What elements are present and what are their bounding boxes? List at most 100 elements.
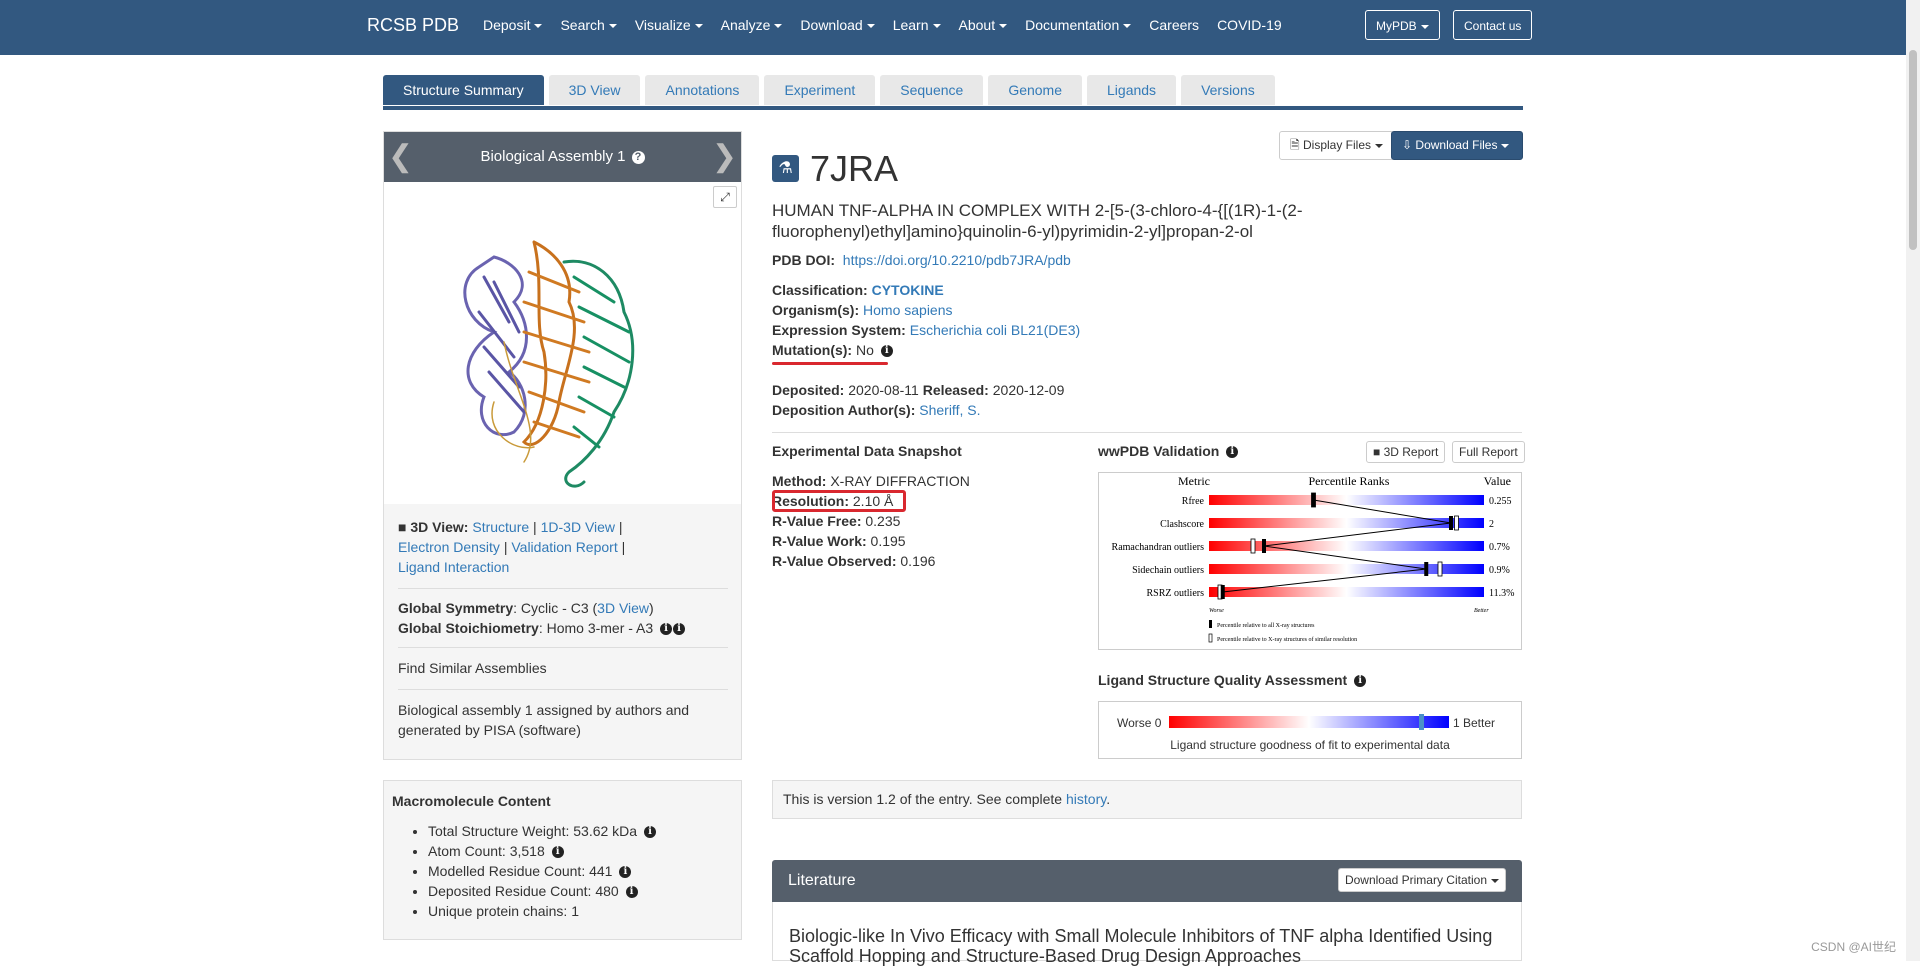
highlight-underline <box>772 362 888 365</box>
display-files-button[interactable]: 🗎 Display Files <box>1279 131 1395 160</box>
info-icon[interactable]: i <box>1226 446 1239 459</box>
caret-down-icon <box>1491 878 1499 883</box>
divider <box>398 647 728 648</box>
nav-covid19[interactable]: COVID-19 <box>1217 17 1282 33</box>
metric-label: Clashscore <box>1160 519 1204 530</box>
brand-logo[interactable]: RCSB PDB <box>367 15 460 35</box>
metric-value: 0.9% <box>1489 565 1510 576</box>
list-item: Modelled Residue Count: 441 i <box>428 861 656 881</box>
header-metric: Metric <box>1178 474 1210 488</box>
structure-link[interactable]: Structure <box>472 519 530 535</box>
1d-3d-view-link[interactable]: 1D-3D View <box>540 519 616 535</box>
previous-assembly-icon[interactable]: ❮ <box>388 140 414 173</box>
resolution-row: Resolution: 2.10 Å <box>772 493 894 509</box>
metric-value: 11.3% <box>1489 588 1514 599</box>
info-icon[interactable]: i <box>625 886 638 899</box>
doi-row: PDB DOI: https://doi.org/10.2210/pdb7JRA… <box>772 252 1071 268</box>
lq-score-marker <box>1419 714 1424 730</box>
caret-down-icon <box>1123 24 1132 29</box>
tab-3d-view[interactable]: 3D View <box>548 75 641 105</box>
scrollbar-thumb[interactable] <box>1909 50 1917 250</box>
caret-down-icon <box>608 24 617 29</box>
mypdb-button[interactable]: MyPDB <box>1365 10 1440 40</box>
nav-deposit[interactable]: Deposit <box>483 17 543 33</box>
tab-genome[interactable]: Genome <box>988 75 1083 105</box>
percentile-bar <box>1209 587 1484 597</box>
experimental-snapshot-title: Experimental Data Snapshot <box>772 443 962 459</box>
next-assembly-icon[interactable]: ❯ <box>711 140 737 173</box>
info-icon[interactable]: i <box>673 623 686 636</box>
caret-down-icon <box>1375 143 1384 148</box>
contact-us-button[interactable]: Contact us <box>1453 10 1533 40</box>
assembly-header: ❮ Biological Assembly 1? ❯ <box>384 132 741 182</box>
nav-download[interactable]: Download <box>800 17 875 33</box>
list-item: Total Structure Weight: 53.62 kDa i <box>428 821 656 841</box>
file-icon: 🗎 <box>1290 138 1300 152</box>
validation-report-link[interactable]: Validation Report <box>511 539 618 555</box>
info-icon[interactable]: i <box>1354 675 1367 688</box>
structure-image[interactable]: ⤢ <box>384 182 741 504</box>
electron-density-link[interactable]: Electron Density <box>398 539 500 555</box>
list-item: Deposited Residue Count: 480 i <box>428 881 656 901</box>
protein-ribbon-image <box>463 240 635 488</box>
nav-about[interactable]: About <box>959 17 1008 33</box>
lq-worse-label: Worse 0 <box>1117 716 1162 730</box>
classification-link[interactable]: CYTOKINE <box>871 282 944 298</box>
rfree-row: R-Value Free: 0.235 <box>772 513 901 529</box>
expression-system-link[interactable]: Escherichia coli BL21(DE3) <box>909 322 1081 338</box>
page-title: 7JRA <box>810 148 899 189</box>
structure-tabs: Structure Summary 3D View Annotations Ex… <box>383 75 1280 105</box>
expand-icon[interactable]: ⤢ <box>713 186 737 208</box>
organism-link[interactable]: Homo sapiens <box>863 302 953 318</box>
version-notice: This is version 1.2 of the entry. See co… <box>772 780 1522 819</box>
ligand-interaction-link[interactable]: Ligand Interaction <box>398 559 510 575</box>
highlight-box <box>772 490 906 512</box>
page-scrollbar[interactable] <box>1906 0 1920 961</box>
download-citation-button[interactable]: Download Primary Citation <box>1337 868 1506 892</box>
citation-title[interactable]: Biologic-like In Vivo Efficacy with Smal… <box>789 926 1493 966</box>
info-icon[interactable]: i <box>660 623 673 636</box>
validation-slider-graphic[interactable]: Metric Percentile Ranks Value Rfree 0.255… <box>1098 472 1522 650</box>
list-item: Unique protein chains: 1 <box>428 901 656 921</box>
info-icon[interactable]: i <box>880 345 893 358</box>
nav-documentation[interactable]: Documentation <box>1025 17 1132 33</box>
expression-system-row: Expression System: Escherichia coli BL21… <box>772 322 1081 338</box>
metric-label: RSRZ outliers <box>1146 588 1204 599</box>
3d-report-button[interactable]: ■ 3D Report <box>1366 441 1446 463</box>
info-icon[interactable]: i <box>643 826 656 839</box>
divider <box>398 588 728 589</box>
doi-link[interactable]: https://doi.org/10.2210/pdb7JRA/pdb <box>842 252 1071 268</box>
percentile-marker-similar <box>1454 515 1459 531</box>
nav-learn[interactable]: Learn <box>893 17 941 33</box>
find-similar-assemblies-link[interactable]: Find Similar Assemblies <box>398 660 547 676</box>
info-icon[interactable]: i <box>619 866 632 879</box>
tab-structure-summary[interactable]: Structure Summary <box>383 75 544 105</box>
nav-careers[interactable]: Careers <box>1149 17 1200 33</box>
tab-sequence[interactable]: Sequence <box>880 75 984 105</box>
author-link[interactable]: Sheriff, S. <box>919 402 981 418</box>
nav-visualize[interactable]: Visualize <box>635 17 703 33</box>
metric-label: Sidechain outliers <box>1132 565 1204 576</box>
tab-ligands[interactable]: Ligands <box>1087 75 1177 105</box>
legend-similar: Percentile relative to X-ray structures … <box>1217 636 1357 643</box>
percentile-marker-similar <box>1250 538 1256 554</box>
top-navbar: RCSB PDB Deposit Search Visualize Analyz… <box>0 0 1906 55</box>
better-label: Better <box>1474 608 1489 614</box>
full-report-button[interactable]: Full Report <box>1452 441 1525 463</box>
metric-value: 0.255 <box>1489 496 1512 507</box>
tab-annotations[interactable]: Annotations <box>645 75 760 105</box>
organism-row: Organism(s): Homo sapiens <box>772 302 953 318</box>
download-files-button[interactable]: ⇩ Download Files <box>1391 131 1523 160</box>
tab-experiment[interactable]: Experiment <box>764 75 876 105</box>
nav-search[interactable]: Search <box>560 17 617 33</box>
tab-versions[interactable]: Versions <box>1181 75 1275 105</box>
percentile-connector <box>1263 545 1427 570</box>
help-icon[interactable]: ? <box>631 150 645 164</box>
history-link[interactable]: history <box>1066 791 1107 807</box>
info-icon[interactable]: i <box>551 846 564 859</box>
nav-analyze[interactable]: Analyze <box>721 17 783 33</box>
worse-label: Worse <box>1209 608 1224 614</box>
percentile-connector <box>1222 568 1427 593</box>
percentile-connector <box>1263 522 1452 547</box>
symmetry-3d-view-link[interactable]: 3D View <box>597 600 650 616</box>
